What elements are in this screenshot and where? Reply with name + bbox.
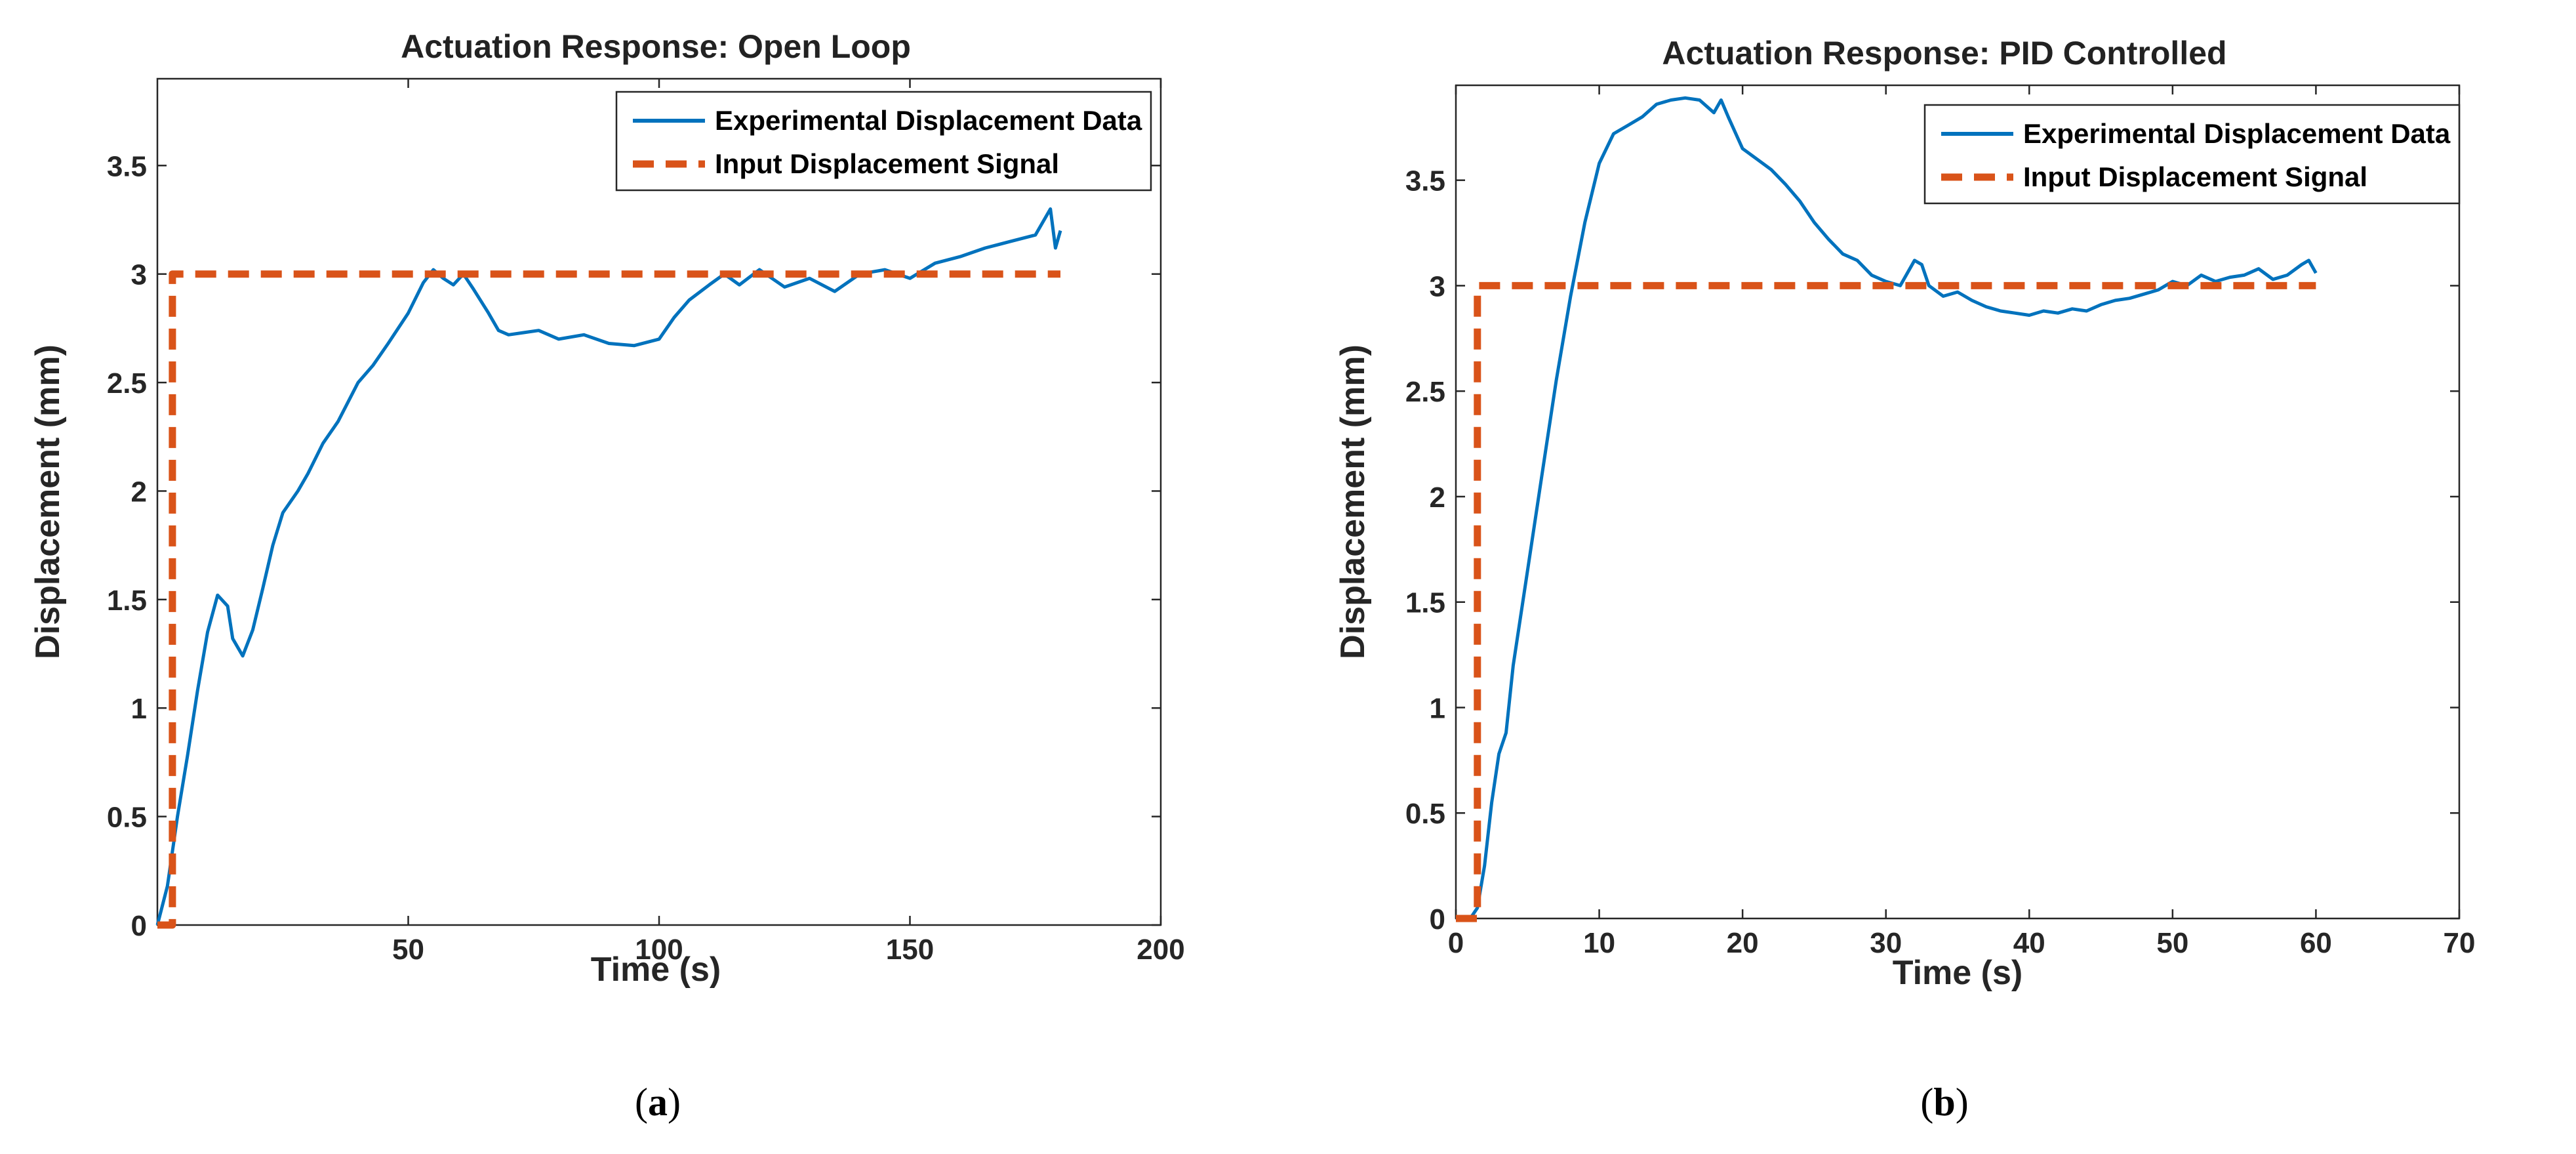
panel-a-caption-letter: a xyxy=(648,1081,668,1124)
a-ytick-label: 0.5 xyxy=(107,802,147,834)
b-ytick-label: 0 xyxy=(1430,903,1445,936)
b-xtick-label: 60 xyxy=(2300,927,2332,959)
panel-b-x-axis-label: Time (s) xyxy=(1893,954,2023,992)
a-ytick-label: 2.5 xyxy=(107,367,147,400)
panel-b-caption: (b) xyxy=(1920,1081,1968,1124)
a-ytick-label: 1.5 xyxy=(107,585,147,617)
b-series-experimental xyxy=(1456,96,2318,920)
panel-b-pid-controlled: Actuation Response: PID Controlled 0 0.5 1… xyxy=(1334,35,2475,1124)
b-series-input-signal xyxy=(1456,281,2316,922)
panel-b-title: Actuation Response: PID Controlled xyxy=(1662,35,2226,72)
b-xtick-label: 20 xyxy=(1727,927,1759,959)
panel-b-y-axis-label: Displacement (mm) xyxy=(1334,344,1372,659)
a-ytick-label: 1 xyxy=(131,693,147,725)
b-ytick-label: 3 xyxy=(1430,270,1445,302)
a-series-input-signal xyxy=(157,270,1060,929)
panel-a-x-ticks: 50 100 150 200 xyxy=(392,79,1185,966)
panel-b-y-ticks: 0 0.5 1 1.5 2 2.5 3 3.5 xyxy=(1405,165,2459,936)
a-ytick-label: 2 xyxy=(131,476,147,508)
a-xtick-label: 100 xyxy=(635,934,683,966)
a-xtick-label: 50 xyxy=(392,934,424,966)
b-xtick-label: 50 xyxy=(2156,927,2188,959)
panel-a-y-axis-label: Displacement (mm) xyxy=(29,344,67,659)
b-xtick-label: 0 xyxy=(1448,927,1464,959)
b-xtick-label: 30 xyxy=(1870,927,1902,959)
panel-a-plot-area xyxy=(156,77,1162,926)
panel-a-title: Actuation Response: Open Loop xyxy=(401,28,911,65)
panel-a-legend: Experimental Displacement Data Input Dis… xyxy=(615,91,1152,192)
panel-b-caption-letter: b xyxy=(1933,1081,1955,1124)
a-xtick-label: 150 xyxy=(886,934,934,966)
b-ytick-label: 1 xyxy=(1430,692,1445,724)
panel-b-legend-box xyxy=(1923,104,2461,205)
a-xtick-label: 200 xyxy=(1137,934,1184,966)
b-xtick-label: 70 xyxy=(2444,927,2476,959)
panel-b-x-ticks: 0 10 20 30 40 50 60 70 xyxy=(1448,85,2476,959)
panel-a-legend-experimental: Experimental Displacement Data xyxy=(715,105,1142,136)
panel-b-plot-area xyxy=(1455,84,2461,920)
panel-a-series xyxy=(155,207,1062,929)
a-series-experimental xyxy=(155,207,1062,926)
panel-a-caption: (a) xyxy=(635,1081,681,1124)
b-xtick-label: 40 xyxy=(2013,927,2045,959)
b-ytick-label: 1.5 xyxy=(1405,587,1445,619)
panel-b-legend-input: Input Displacement Signal xyxy=(2023,161,2367,192)
b-xtick-label: 10 xyxy=(1583,927,1615,959)
panel-b-legend: Experimental Displacement Data Input Dis… xyxy=(1923,104,2461,205)
panel-a-y-ticks: 0 0.5 1 1.5 2 2.5 3 3.5 xyxy=(107,150,1161,942)
panel-a-open-loop: Actuation Response: Open Loop 0 0.5 1 1.5 2 2… xyxy=(29,28,1185,1124)
panel-b-legend-experimental: Experimental Displacement Data xyxy=(2023,118,2451,149)
panel-a-legend-box xyxy=(615,91,1152,192)
b-ytick-label: 2.5 xyxy=(1405,376,1445,408)
b-ytick-label: 3.5 xyxy=(1405,165,1445,197)
panel-a-x-axis-label: Time (s) xyxy=(591,951,721,989)
b-ytick-label: 0.5 xyxy=(1405,798,1445,830)
panel-a-legend-input: Input Displacement Signal xyxy=(715,148,1059,179)
a-ytick-label: 0 xyxy=(131,910,147,942)
a-ytick-label: 3 xyxy=(131,259,147,291)
panel-b-series xyxy=(1456,96,2318,922)
b-ytick-label: 2 xyxy=(1430,482,1445,514)
a-ytick-label: 3.5 xyxy=(107,150,147,182)
